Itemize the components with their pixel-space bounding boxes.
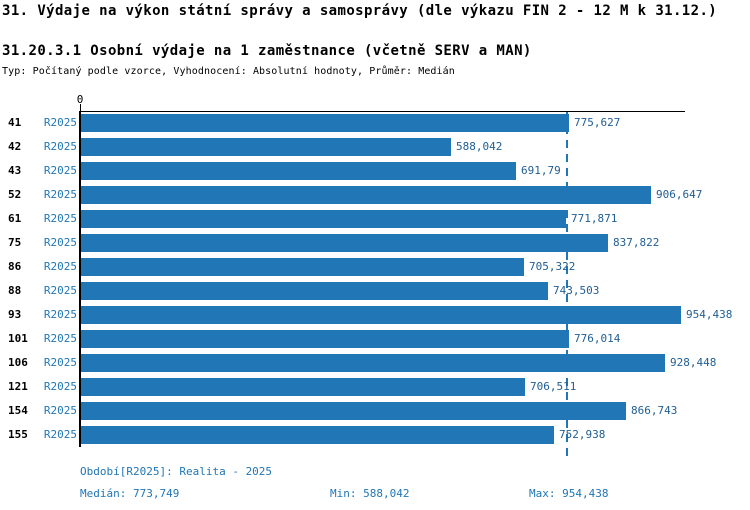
- category-label: 52: [8, 188, 22, 201]
- category-label: 75: [8, 236, 22, 249]
- bar: [81, 330, 569, 348]
- indicator-title: 31.20.3.1 Osobní výdaje na 1 zaměstnance…: [2, 43, 532, 59]
- value-label: 928,448: [670, 356, 717, 369]
- series-label: R2025: [43, 332, 77, 345]
- bar: [81, 234, 608, 252]
- value-label: 771,871: [571, 212, 618, 225]
- chart-row: 106 R2025 928,448: [0, 354, 750, 372]
- bar: [81, 426, 554, 444]
- value-label: 906,647: [656, 188, 703, 201]
- category-label: 106: [8, 356, 28, 369]
- chart-row: 75 R2025 837,822: [0, 234, 750, 252]
- category-label: 93: [8, 308, 22, 321]
- category-label: 61: [8, 212, 22, 225]
- value-label: 776,014: [574, 332, 621, 345]
- x-axis-line: [79, 111, 685, 112]
- y-axis-line: [79, 111, 81, 447]
- series-label: R2025: [43, 404, 77, 417]
- value-label: 752,938: [559, 428, 606, 441]
- series-label: R2025: [43, 260, 77, 273]
- category-label: 42: [8, 140, 22, 153]
- bar-chart: 0 41 R2025 775,627 42 R2025 588,042 43 R2025 691…: [0, 88, 750, 460]
- bar: [81, 114, 569, 132]
- bar: [81, 402, 626, 420]
- chart-row: 93 R2025 954,438: [0, 306, 750, 324]
- chart-row: 61 R2025 771,871: [0, 210, 750, 228]
- bar: [81, 162, 516, 180]
- value-label: 706,511: [530, 380, 577, 393]
- category-label: 154: [8, 404, 28, 417]
- bar: [81, 378, 525, 396]
- category-label: 101: [8, 332, 28, 345]
- series-label: R2025: [43, 164, 77, 177]
- series-label: R2025: [43, 284, 77, 297]
- bar: [81, 258, 524, 276]
- category-label: 86: [8, 260, 22, 273]
- bar: [81, 306, 681, 324]
- series-label: R2025: [43, 236, 77, 249]
- category-label: 43: [8, 164, 22, 177]
- series-label: R2025: [43, 212, 77, 225]
- value-label: 705,322: [529, 260, 576, 273]
- chart-row: 42 R2025 588,042: [0, 138, 750, 156]
- chart-row: 88 R2025 743,503: [0, 282, 750, 300]
- max-stat: Max: 954,438: [529, 487, 609, 500]
- axis-zero-label: 0: [76, 93, 84, 106]
- value-label: 954,438: [686, 308, 733, 321]
- value-label: 743,503: [553, 284, 600, 297]
- chart-row: 154 R2025 866,743: [0, 402, 750, 420]
- value-label: 588,042: [456, 140, 503, 153]
- bar: [81, 354, 665, 372]
- bar: [81, 138, 451, 156]
- series-label: R2025: [43, 116, 77, 129]
- series-label: R2025: [43, 188, 77, 201]
- min-stat: Min: 588,042: [330, 487, 410, 500]
- series-label: R2025: [43, 380, 77, 393]
- bar: [81, 282, 548, 300]
- category-label: 41: [8, 116, 22, 129]
- chart-row: 52 R2025 906,647: [0, 186, 750, 204]
- category-label: 88: [8, 284, 22, 297]
- period-label: Období[R2025]: Realita - 2025: [80, 465, 273, 478]
- series-label: R2025: [43, 308, 77, 321]
- series-label: R2025: [43, 428, 77, 441]
- value-label: 837,822: [613, 236, 660, 249]
- chart-row: 86 R2025 705,322: [0, 258, 750, 276]
- median-line: [566, 112, 568, 456]
- series-label: R2025: [43, 356, 77, 369]
- median-stat: Medián: 773,749: [80, 487, 180, 500]
- bar: [81, 186, 651, 204]
- chart-row: 101 R2025 776,014: [0, 330, 750, 348]
- indicator-meta: Typ: Počítaný podle vzorce, Vyhodnocení:…: [2, 66, 455, 77]
- value-label: 775,627: [574, 116, 621, 129]
- chart-row: 43 R2025 691,79: [0, 162, 750, 180]
- chart-row: 121 R2025 706,511: [0, 378, 750, 396]
- category-label: 121: [8, 380, 28, 393]
- series-label: R2025: [43, 140, 77, 153]
- category-label: 155: [8, 428, 28, 441]
- report-title: 31. Výdaje na výkon státní správy a samo…: [2, 3, 718, 19]
- value-label: 866,743: [631, 404, 678, 417]
- chart-row: 155 R2025 752,938: [0, 426, 750, 444]
- value-label: 691,79: [521, 164, 561, 177]
- bar: [81, 210, 566, 228]
- chart-footer: Období[R2025]: Realita - 2025 Medián: 77…: [0, 460, 750, 510]
- chart-row: 41 R2025 775,627: [0, 114, 750, 132]
